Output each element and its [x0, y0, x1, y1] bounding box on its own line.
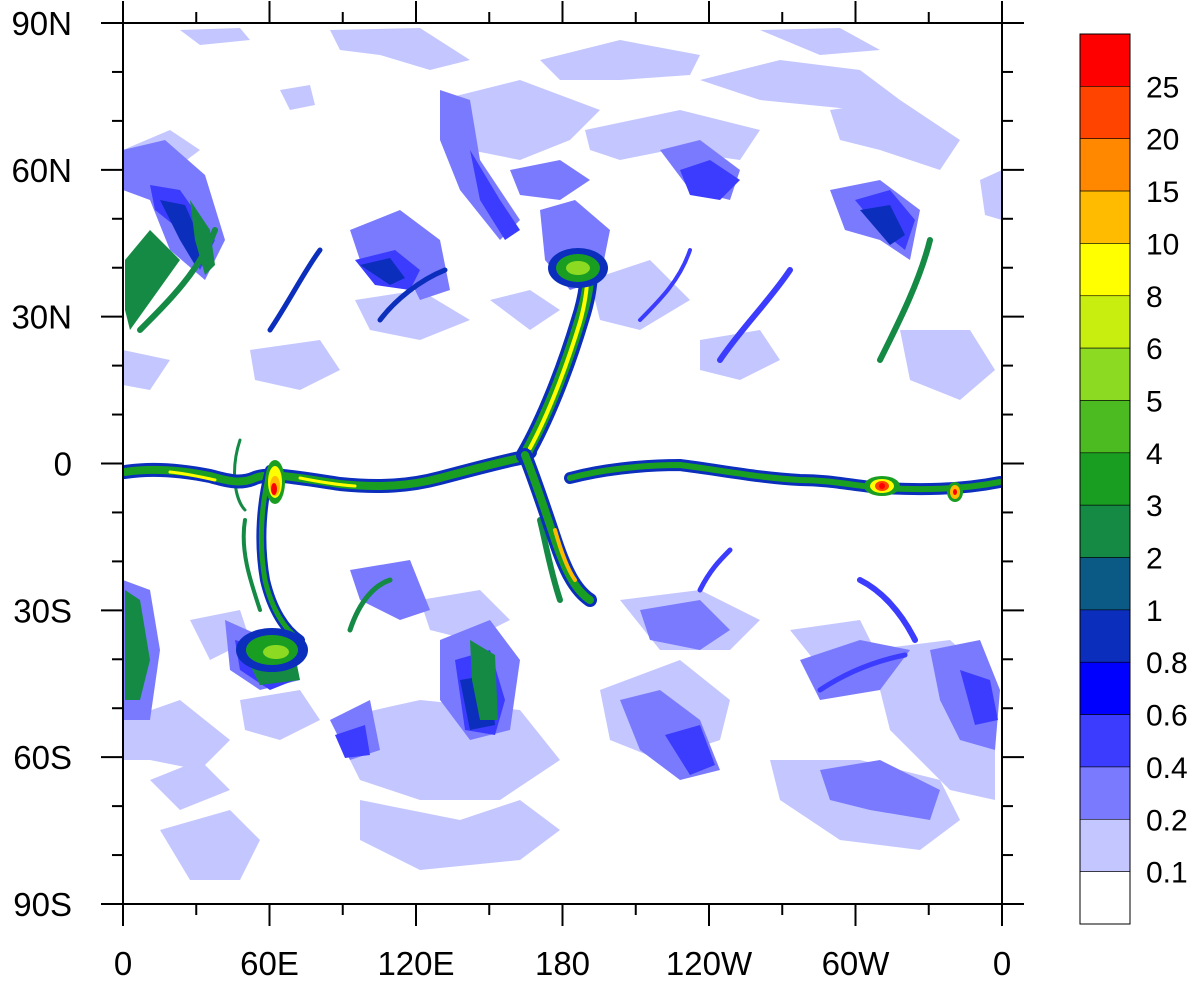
colorbar-label: 0.2	[1146, 804, 1188, 837]
lat-tick-label: 60S	[13, 739, 72, 776]
colorbar-label: 2	[1146, 543, 1163, 576]
colorbar-swatch	[1079, 557, 1131, 611]
colorbar-label: 0.6	[1146, 700, 1188, 733]
longitude-axis: 0 60E 120E 180 120W 60W 0	[114, 1, 1011, 982]
lon-tick-label: 120W	[666, 945, 753, 982]
colorbar-swatch	[1079, 347, 1131, 401]
colorbar-label: 3	[1146, 490, 1163, 523]
colorbar-label: 4	[1146, 438, 1163, 471]
colorbar-swatch	[1079, 295, 1131, 349]
colorbar: 25 20 15 10 8 6 5 4 3 2 1 0.8 0.6 0.4 0.2 0.1	[1079, 33, 1188, 925]
colorbar-label: 0.1	[1146, 857, 1188, 890]
colorbar-label: 6	[1146, 333, 1163, 366]
lon-tick-label: 60W	[822, 945, 891, 982]
lon-tick-label: 180	[535, 945, 590, 982]
colorbar-label: 8	[1146, 281, 1163, 314]
colorbar-swatch	[1079, 818, 1131, 872]
lon-tick-label: 120E	[377, 945, 454, 982]
lon-tick-label: 60E	[240, 945, 299, 982]
lon-tick-label: 0	[993, 945, 1011, 982]
colorbar-swatch	[1079, 33, 1131, 87]
colorbar-swatch	[1079, 609, 1131, 663]
colorbar-label: 0.8	[1146, 647, 1188, 680]
colorbar-swatch	[1079, 243, 1131, 297]
colorbar-swatch	[1079, 504, 1131, 558]
colorbar-label: 0.4	[1146, 752, 1188, 785]
colorbar-label: 25	[1146, 71, 1179, 104]
colorbar-label: 1	[1146, 595, 1163, 628]
latitude-axis: 90N 60N 30N 0 30S 60S 90S	[11, 5, 1024, 923]
colorbar-swatch	[1079, 86, 1131, 140]
lat-tick-label: 90N	[11, 5, 72, 42]
lat-tick-label: 90S	[13, 886, 72, 923]
colorbar-swatch	[1079, 138, 1131, 192]
lat-tick-label: 60N	[11, 152, 72, 189]
shaded-field	[123, 28, 1002, 880]
colorbar-swatch	[1079, 714, 1131, 768]
colorbar-swatch	[1079, 871, 1131, 925]
lat-tick-label: 30S	[13, 592, 72, 629]
colorbar-frame	[1079, 33, 1131, 925]
colorbar-swatch	[1079, 661, 1131, 715]
colorbar-label: 15	[1146, 176, 1179, 209]
colorbar-label: 5	[1146, 385, 1163, 418]
colorbar-label: 20	[1146, 124, 1179, 157]
colorbar-swatch	[1079, 400, 1131, 454]
colorbar-label: 10	[1146, 228, 1179, 261]
lat-tick-label: 0	[54, 446, 72, 483]
colorbar-swatch	[1079, 766, 1131, 820]
lon-tick-label: 0	[114, 945, 132, 982]
colorbar-swatch	[1079, 190, 1131, 244]
lat-tick-label: 30N	[11, 299, 72, 336]
colorbar-swatch	[1079, 452, 1131, 506]
